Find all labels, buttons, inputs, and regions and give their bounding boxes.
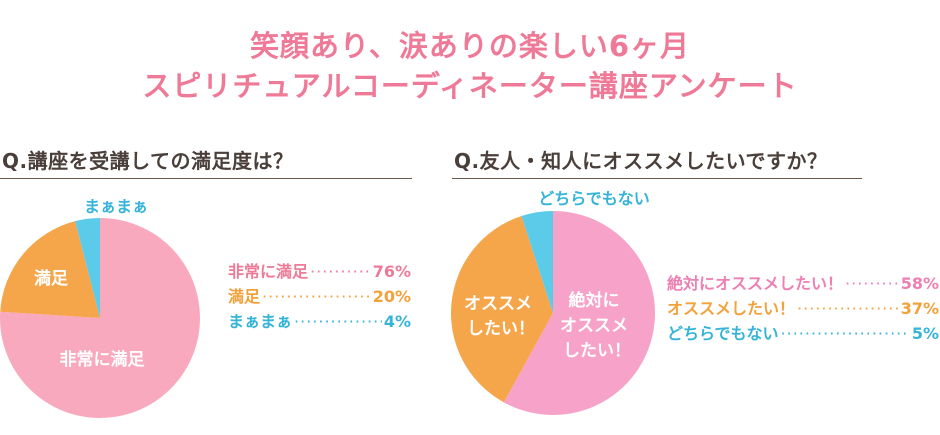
leader-dots: ··································: [262, 287, 371, 306]
slice-definitely-recommend: [503, 211, 656, 415]
leader-dots: ··································: [845, 274, 899, 293]
slice-label-line: したい！: [467, 319, 535, 339]
page-title-line2: スピリチュアルコーディネーター講座アンケート: [142, 69, 798, 103]
leader-dots: ··································: [797, 299, 899, 318]
legend-value: 4%: [383, 312, 411, 331]
legend-item-so-so: まぁまぁ ·································· …: [228, 309, 411, 334]
leader-dots: ··································: [310, 262, 371, 281]
legend-value: 76%: [372, 262, 411, 281]
question-recommend: Q.友人・知人にオススメしたいですか？: [454, 149, 828, 173]
slice-neither: [521, 211, 553, 313]
legend-label: どちらでもない: [667, 324, 779, 343]
slice-label-line: オススメ: [464, 294, 532, 314]
slice-so-so: [75, 218, 100, 318]
slice-label-satisfied: 満足: [34, 268, 68, 289]
legend-satisfaction: 非常に満足 ··································…: [228, 259, 411, 334]
legend-item-definitely-recommend: 絶対にオススメしたい！ ····························…: [667, 271, 939, 296]
divider-right: [452, 178, 862, 179]
legend-item-neither: どちらでもない ································…: [667, 321, 939, 346]
pie-chart-recommend: 絶対に オススメ したい！ オススメ したい！ どちらでもない: [451, 189, 656, 415]
slice-label-line: したい！: [563, 341, 631, 361]
legend-value: 37%: [900, 299, 939, 318]
slice-label-line: オススメ: [560, 316, 628, 336]
slice-very-satisfied: [0, 218, 201, 418]
leader-dots: ··································: [294, 312, 382, 331]
slice-satisfied: [0, 221, 101, 318]
slice-recommend: [451, 215, 553, 403]
legend-label: オススメしたい！: [667, 299, 796, 318]
legend-label: 絶対にオススメしたい！: [667, 274, 844, 293]
slice-label-recommend: オススメ したい！: [464, 294, 538, 339]
legend-label: まぁまぁ: [228, 312, 293, 331]
legend-recommend: 絶対にオススメしたい！ ····························…: [667, 271, 939, 346]
slice-label-very-satisfied: 非常に満足: [60, 349, 145, 370]
divider-left: [0, 178, 412, 179]
legend-label: 非常に満足: [228, 262, 309, 281]
slice-label-definitely-recommend: 絶対に オススメ したい！: [560, 290, 634, 361]
legend-item-recommend: オススメしたい！ ·······························…: [667, 296, 939, 321]
leader-dots: ··································: [780, 324, 910, 343]
legend-item-satisfied: 満足 ·································· 20…: [228, 284, 411, 309]
slice-label-line: 絶対に: [569, 290, 620, 311]
pie-chart-satisfaction: 非常に満足 満足 まぁまぁ: [0, 197, 201, 418]
legend-item-very-satisfied: 非常に満足 ··································…: [228, 259, 411, 284]
question-satisfaction: Q.講座を受講しての満足度は？: [2, 149, 294, 173]
page-title: 笑顔あり、涙ありの楽しい6ヶ月 スピリチュアルコーディネーター講座アンケート: [0, 26, 940, 106]
legend-value: 5%: [911, 324, 939, 343]
callout-so-so: まぁまぁ: [84, 197, 148, 216]
legend-value: 58%: [900, 274, 939, 293]
legend-label: 満足: [228, 287, 261, 306]
callout-neither: どちらでもない: [538, 189, 650, 208]
page-title-line1: 笑顔あり、涙ありの楽しい6ヶ月: [249, 29, 691, 63]
legend-value: 20%: [372, 287, 411, 306]
